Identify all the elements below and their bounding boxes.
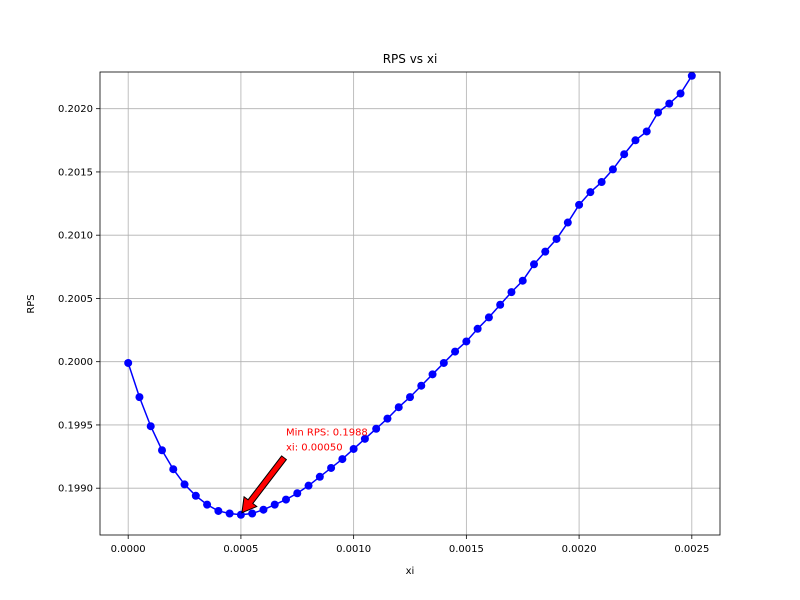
data-point	[665, 99, 674, 108]
plot-background	[100, 72, 720, 535]
grid-lines	[100, 72, 720, 535]
y-tick-label: 0.2010	[58, 231, 93, 242]
annotation-arrow	[241, 455, 288, 514]
y-tick-label: 0.1995	[58, 420, 93, 431]
x-tick-label: 0.0025	[674, 544, 709, 555]
data-point	[541, 247, 550, 256]
chart-title: RPS vs xi	[383, 52, 438, 66]
data-point	[214, 506, 223, 515]
data-point	[248, 509, 257, 518]
data-point	[496, 300, 505, 309]
data-point	[575, 200, 584, 209]
annotation-layer: Min RPS: 0.1988 xi: 0.00050	[241, 428, 368, 514]
data-point	[135, 393, 144, 402]
data-point	[394, 403, 403, 412]
y-tick-label: 0.2020	[58, 104, 93, 115]
data-point	[180, 480, 189, 489]
data-point	[552, 234, 561, 243]
x-tick-label: 0.0005	[223, 544, 258, 555]
series-layer	[124, 71, 696, 519]
data-point	[484, 313, 493, 322]
data-point	[676, 89, 685, 98]
data-point	[360, 434, 369, 443]
data-point	[451, 347, 460, 356]
data-point	[169, 465, 178, 474]
plot-area	[100, 72, 720, 535]
x-tick-label: 0.0000	[111, 544, 146, 555]
data-point	[349, 444, 358, 453]
data-point	[327, 463, 336, 472]
data-point	[304, 481, 313, 490]
data-point	[530, 260, 538, 269]
data-point	[462, 337, 471, 346]
data-point	[620, 150, 629, 159]
data-point	[406, 393, 414, 402]
data-point	[597, 178, 606, 187]
y-axis-ticks: 0.1990 0.1995 0.2000 0.2005 0.2010 0.2015 0.20…	[58, 104, 100, 495]
annotation-line-1: Min RPS: 0.1988	[286, 428, 368, 439]
x-axis-label: xi	[406, 566, 415, 577]
data-point	[654, 108, 662, 117]
data-point	[383, 414, 392, 423]
data-point	[203, 500, 212, 509]
y-tick-label: 0.1990	[58, 484, 93, 495]
data-point	[158, 446, 166, 455]
y-tick-label: 0.2005	[58, 294, 93, 305]
data-point	[282, 495, 290, 504]
data-point	[518, 276, 527, 285]
data-point	[372, 424, 381, 433]
y-tick-label: 0.2000	[58, 357, 93, 368]
data-point	[225, 509, 234, 518]
data-point	[507, 288, 516, 297]
data-point	[428, 370, 437, 379]
data-point	[608, 165, 617, 174]
data-point	[146, 422, 155, 431]
data-point	[631, 136, 640, 145]
data-point	[687, 71, 696, 80]
y-tick-label: 0.2015	[58, 167, 93, 178]
y-axis-label: RPS	[26, 294, 37, 313]
data-point	[586, 188, 595, 197]
data-point	[315, 472, 324, 481]
data-point	[191, 491, 200, 500]
x-tick-label: 0.0015	[449, 544, 484, 555]
data-point	[293, 489, 302, 498]
x-axis-ticks: 0.0000 0.0005 0.0010 0.0015 0.0020 0.0025	[111, 535, 709, 555]
data-point	[642, 127, 651, 136]
plot-border	[99, 71, 721, 536]
data-point	[439, 358, 448, 367]
plot-frame	[99, 71, 721, 536]
data-point	[124, 358, 133, 367]
annotation-line-2: xi: 0.00050	[286, 443, 343, 454]
data-point	[259, 505, 268, 514]
data-point	[473, 324, 482, 333]
x-tick-label: 0.0020	[562, 544, 597, 555]
data-point	[563, 218, 572, 227]
data-point	[417, 381, 426, 390]
x-tick-label: 0.0010	[336, 544, 371, 555]
data-point	[270, 500, 279, 509]
data-point	[338, 455, 347, 464]
